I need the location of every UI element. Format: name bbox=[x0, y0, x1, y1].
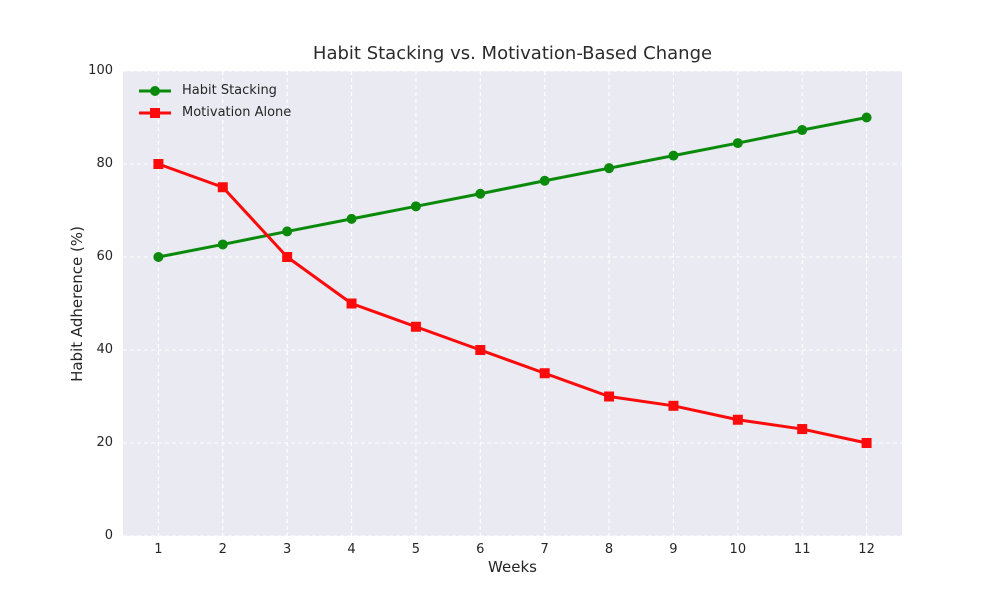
x-tick-label: 10 bbox=[729, 542, 747, 557]
x-tick-label: 3 bbox=[283, 542, 292, 557]
plot-background bbox=[123, 71, 902, 536]
x-tick-label: 11 bbox=[793, 542, 811, 557]
chart-title: Habit Stacking vs. Motivation-Based Chan… bbox=[312, 43, 713, 64]
legend-item-motivation-alone: Motivation Alone bbox=[137, 102, 291, 123]
x-tick-label: 8 bbox=[604, 542, 614, 557]
y-tick-label: 60 bbox=[96, 249, 113, 264]
y-tick-label: 100 bbox=[88, 63, 113, 78]
data-point-habit-stacking bbox=[410, 201, 421, 212]
legend-label-motivation-alone: Motivation Alone bbox=[182, 105, 292, 120]
y-tick-label: 20 bbox=[96, 435, 113, 450]
x-axis-label: Weeks bbox=[488, 558, 537, 576]
data-point-habit-stacking bbox=[604, 163, 615, 174]
legend-line-circle-icon bbox=[139, 85, 171, 96]
data-point-motivation-alone bbox=[732, 414, 743, 425]
x-tick-label: 9 bbox=[669, 542, 678, 557]
data-point-habit-stacking bbox=[539, 175, 550, 186]
legend: Habit Stacking Motivation Alone bbox=[137, 80, 291, 123]
data-point-motivation-alone bbox=[346, 298, 357, 309]
legend-label-habit-stacking: Habit Stacking bbox=[182, 83, 277, 98]
data-point-habit-stacking bbox=[797, 125, 808, 136]
x-tick-label: 5 bbox=[411, 542, 421, 557]
data-point-motivation-alone bbox=[153, 159, 164, 169]
data-point-habit-stacking bbox=[153, 252, 164, 262]
data-point-motivation-alone bbox=[282, 252, 293, 262]
data-point-habit-stacking bbox=[282, 226, 293, 237]
data-point-habit-stacking bbox=[732, 138, 743, 149]
x-tick-label: 12 bbox=[858, 542, 875, 557]
data-point-habit-stacking bbox=[217, 239, 228, 250]
y-tick-label: 80 bbox=[96, 156, 113, 171]
data-point-motivation-alone bbox=[668, 400, 679, 411]
y-tick-label: 0 bbox=[104, 528, 113, 543]
data-point-motivation-alone bbox=[475, 345, 486, 355]
data-point-motivation-alone bbox=[217, 182, 228, 193]
data-point-motivation-alone bbox=[604, 391, 615, 402]
data-point-habit-stacking bbox=[475, 188, 486, 199]
data-point-habit-stacking bbox=[346, 213, 357, 224]
data-point-motivation-alone bbox=[410, 321, 421, 332]
x-tick-label: 4 bbox=[347, 542, 356, 557]
x-tick-label: 7 bbox=[540, 542, 549, 557]
legend-line-square-icon bbox=[139, 107, 171, 118]
y-tick-label: 40 bbox=[96, 342, 113, 357]
x-tick-label: 2 bbox=[218, 542, 227, 557]
series-line-motivation-alone bbox=[156, 162, 869, 445]
data-point-habit-stacking bbox=[668, 150, 679, 161]
x-tick-label: 6 bbox=[476, 542, 485, 557]
y-axis-label: Habit Adherence (%) bbox=[68, 226, 86, 382]
data-point-motivation-alone bbox=[861, 438, 872, 448]
x-tick-label: 1 bbox=[154, 542, 163, 557]
series-line-habit-stacking bbox=[156, 116, 869, 259]
legend-item-habit-stacking: Habit Stacking bbox=[137, 80, 291, 101]
data-point-motivation-alone bbox=[797, 424, 808, 435]
data-point-motivation-alone bbox=[539, 368, 550, 379]
data-point-habit-stacking bbox=[861, 112, 872, 123]
